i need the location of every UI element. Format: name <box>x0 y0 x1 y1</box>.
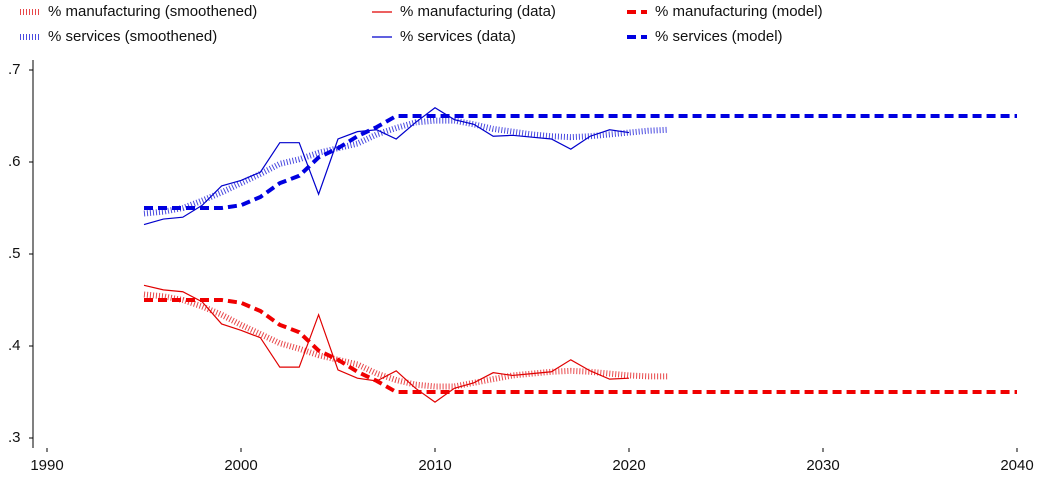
y-tick-label: .5 <box>8 245 21 262</box>
series-line <box>144 298 1017 394</box>
legend-label: % services (smoothened) <box>48 28 217 45</box>
legend-label: % manufacturing (model) <box>655 3 823 20</box>
y-tick-label: .6 <box>8 153 21 170</box>
series-line <box>143 291 668 390</box>
series-line <box>144 114 1017 210</box>
x-tick-label: 2040 <box>1000 457 1033 474</box>
x-tick-label: 2010 <box>418 457 451 474</box>
legend-label: % services (model) <box>655 28 783 45</box>
legend-label: % services (data) <box>400 28 516 45</box>
series-line <box>143 106 630 226</box>
y-tick-label: .4 <box>8 337 21 354</box>
y-tick-label: .3 <box>8 429 21 446</box>
x-tick-label: 1990 <box>30 457 63 474</box>
series-line <box>143 284 630 403</box>
legend-label: % manufacturing (data) <box>400 3 556 20</box>
series-line <box>143 117 668 217</box>
y-tick-label: .7 <box>8 61 21 78</box>
legend-label: % manufacturing (smoothened) <box>48 3 257 20</box>
x-tick-label: 2000 <box>224 457 257 474</box>
x-tick-label: 2030 <box>806 457 839 474</box>
x-tick-label: 2020 <box>612 457 645 474</box>
